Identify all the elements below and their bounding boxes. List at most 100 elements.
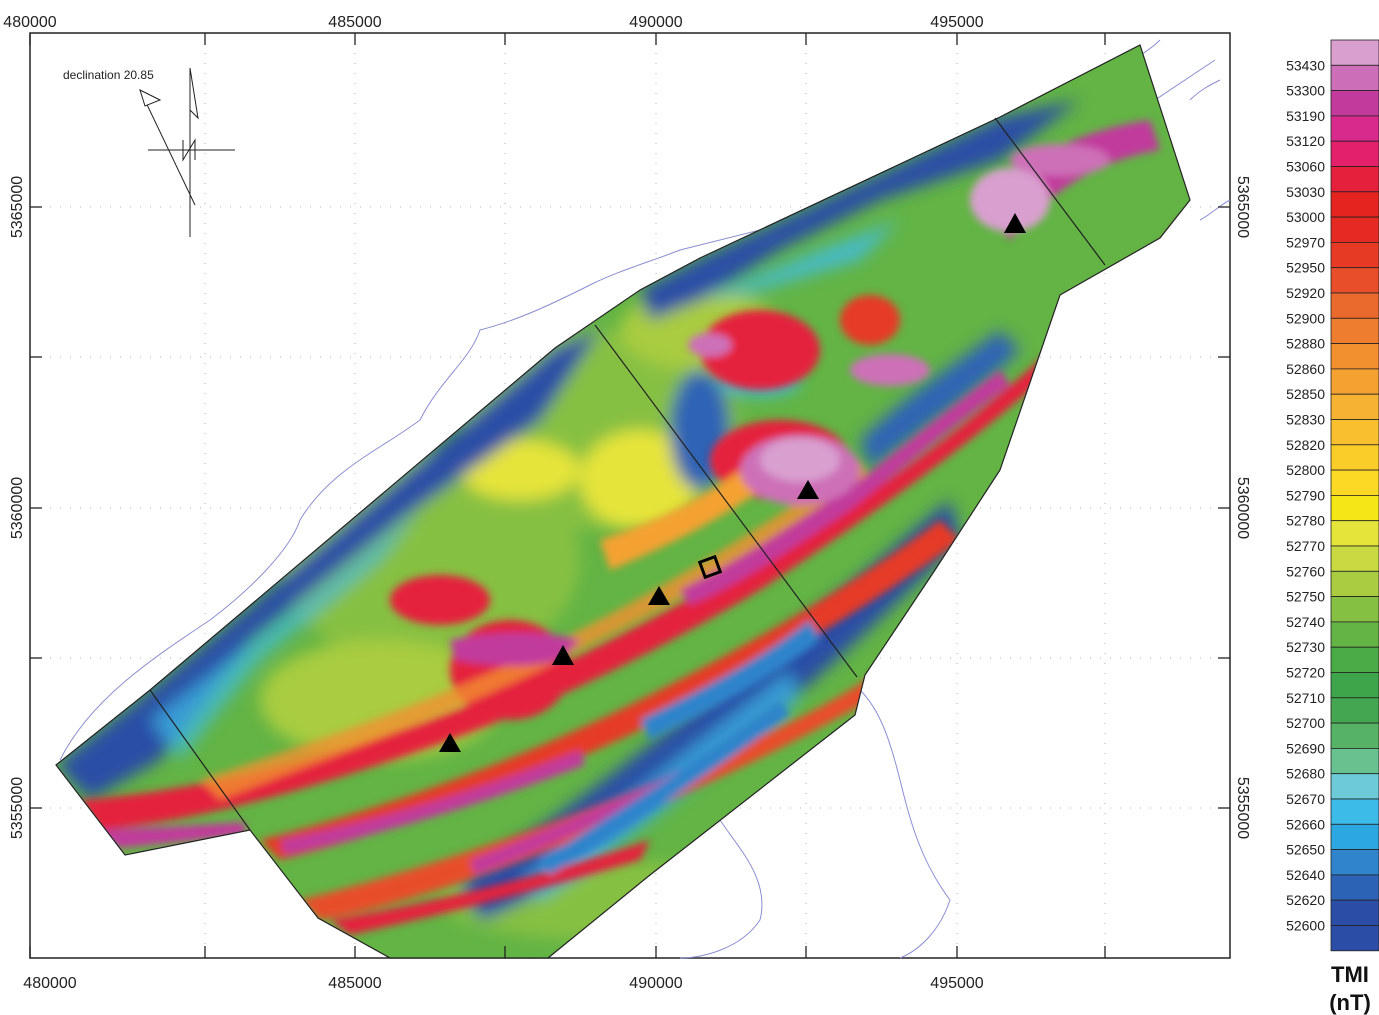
legend-swatch bbox=[1330, 773, 1379, 800]
station-markers bbox=[439, 213, 1026, 752]
legend-value-label: 53120 bbox=[1286, 133, 1325, 149]
legend-value-label: 52970 bbox=[1286, 234, 1325, 250]
legend-value-label: 52670 bbox=[1286, 791, 1325, 807]
legend-swatch bbox=[1330, 267, 1379, 294]
legend-swatch bbox=[1330, 419, 1379, 446]
legend-value-label: 52920 bbox=[1286, 285, 1325, 301]
legend-swatch bbox=[1330, 722, 1379, 749]
square-marker bbox=[697, 554, 723, 580]
legend-value-label: 52780 bbox=[1286, 513, 1325, 529]
legend-swatch bbox=[1330, 317, 1379, 344]
legend-value-label: 52770 bbox=[1286, 538, 1325, 554]
legend-value-label: 52650 bbox=[1286, 842, 1325, 858]
x-tick-label-bottom: 480000 bbox=[23, 975, 76, 992]
legend-value-label: 52860 bbox=[1286, 361, 1325, 377]
legend-swatch bbox=[1330, 849, 1379, 876]
x-tick-label-top: 480000 bbox=[3, 14, 56, 31]
legend-value-label: 52750 bbox=[1286, 589, 1325, 605]
legend-value-label: 52760 bbox=[1286, 563, 1325, 579]
legend-value-label: 52740 bbox=[1286, 614, 1325, 630]
legend-value-label: 52620 bbox=[1286, 892, 1325, 908]
legend-swatch bbox=[1330, 343, 1379, 370]
legend-swatch bbox=[1330, 140, 1379, 167]
block-lines bbox=[149, 117, 1106, 831]
legend-value-label: 52690 bbox=[1286, 740, 1325, 756]
triangle-marker bbox=[439, 733, 461, 752]
legend-value-label: 53030 bbox=[1286, 184, 1325, 200]
legend-value-label: 53430 bbox=[1286, 57, 1325, 73]
legend-value-label: 52900 bbox=[1286, 310, 1325, 326]
legend-swatch bbox=[1330, 166, 1379, 193]
legend-swatch bbox=[1330, 216, 1379, 243]
x-tick-label-bottom: 490000 bbox=[629, 975, 682, 992]
legend-value-label: 52830 bbox=[1286, 412, 1325, 428]
legend-swatch bbox=[1330, 368, 1379, 395]
x-tick-label-top: 490000 bbox=[629, 14, 682, 31]
y-tick-label-left: 5355000 bbox=[9, 777, 26, 839]
legend-swatch bbox=[1330, 191, 1379, 218]
x-tick-label-top: 495000 bbox=[930, 14, 983, 31]
legend-swatch bbox=[1330, 241, 1379, 269]
legend-value-label: 52680 bbox=[1286, 766, 1325, 782]
legend-value-label: 52790 bbox=[1286, 487, 1325, 503]
legend-value-label: 52850 bbox=[1286, 386, 1325, 402]
legend-value-label: 53190 bbox=[1286, 108, 1325, 124]
legend-swatch bbox=[1330, 39, 1379, 66]
x-tick-label-bottom: 485000 bbox=[328, 975, 381, 992]
legend-swatch bbox=[1330, 874, 1379, 901]
legend-value-label: 52720 bbox=[1286, 665, 1325, 681]
legend-value-label: 52700 bbox=[1286, 715, 1325, 731]
legend-swatch bbox=[1330, 115, 1379, 142]
legend-swatch bbox=[1330, 292, 1379, 319]
legend-unit: (nT) bbox=[1329, 990, 1371, 1015]
legend-swatch bbox=[1330, 444, 1379, 471]
legend-swatch bbox=[1330, 646, 1379, 673]
y-tick-label-right: 5365000 bbox=[1234, 176, 1251, 238]
legend-swatch bbox=[1330, 570, 1379, 597]
y-tick-label-left: 5360000 bbox=[9, 477, 26, 539]
triangle-marker bbox=[1004, 213, 1026, 233]
y-tick-label-left: 5365000 bbox=[9, 176, 26, 238]
legend-swatch bbox=[1330, 798, 1379, 825]
legend-value-label: 52710 bbox=[1286, 690, 1325, 706]
triangle-marker bbox=[648, 586, 670, 605]
x-tick-label-top: 485000 bbox=[328, 14, 381, 31]
color-legend: 53430 53300 53190 53120 53060 53030 53000 52970… bbox=[1286, 39, 1379, 952]
legend-value-label: 53060 bbox=[1286, 159, 1325, 175]
y-tick-label-right: 5360000 bbox=[1234, 477, 1251, 539]
legend-value-label: 52660 bbox=[1286, 816, 1325, 832]
legend-swatch bbox=[1330, 520, 1379, 547]
legend-swatch bbox=[1330, 596, 1379, 623]
survey-boundary bbox=[55, 44, 1191, 959]
legend-value-label: 53300 bbox=[1286, 83, 1325, 99]
legend-value-label: 52820 bbox=[1286, 437, 1325, 453]
x-tick-label-bottom: 495000 bbox=[930, 975, 983, 992]
legend-swatch bbox=[1330, 393, 1379, 420]
declination-symbol bbox=[139, 67, 235, 237]
legend-swatch bbox=[1330, 494, 1379, 522]
legend-value-label: 52880 bbox=[1286, 336, 1325, 352]
legend-swatch bbox=[1330, 899, 1379, 926]
legend-swatch bbox=[1330, 925, 1379, 952]
legend-swatch bbox=[1330, 469, 1379, 496]
legend-title: TMI bbox=[1331, 962, 1369, 987]
legend-swatch bbox=[1330, 748, 1379, 775]
legend-value-label: 52730 bbox=[1286, 639, 1325, 655]
legend-swatch bbox=[1330, 545, 1379, 572]
triangle-marker bbox=[797, 480, 819, 499]
legend-swatch bbox=[1330, 90, 1379, 117]
legend-value-label: 52950 bbox=[1286, 260, 1325, 276]
legend-swatch bbox=[1330, 672, 1379, 699]
legend-swatch bbox=[1330, 64, 1379, 92]
legend-value-label: 52800 bbox=[1286, 462, 1325, 478]
legend-value-label: 53000 bbox=[1286, 209, 1325, 225]
legend-value-label: 52640 bbox=[1286, 867, 1325, 883]
y-tick-label-right: 5355000 bbox=[1234, 777, 1251, 839]
declination-label: declination 20.85 bbox=[63, 68, 154, 82]
legend-value-label: 52600 bbox=[1286, 918, 1325, 934]
legend-swatch bbox=[1330, 697, 1379, 724]
triangle-marker bbox=[552, 645, 574, 665]
axis-ticks bbox=[29, 33, 1230, 958]
legend-swatch bbox=[1330, 823, 1379, 850]
